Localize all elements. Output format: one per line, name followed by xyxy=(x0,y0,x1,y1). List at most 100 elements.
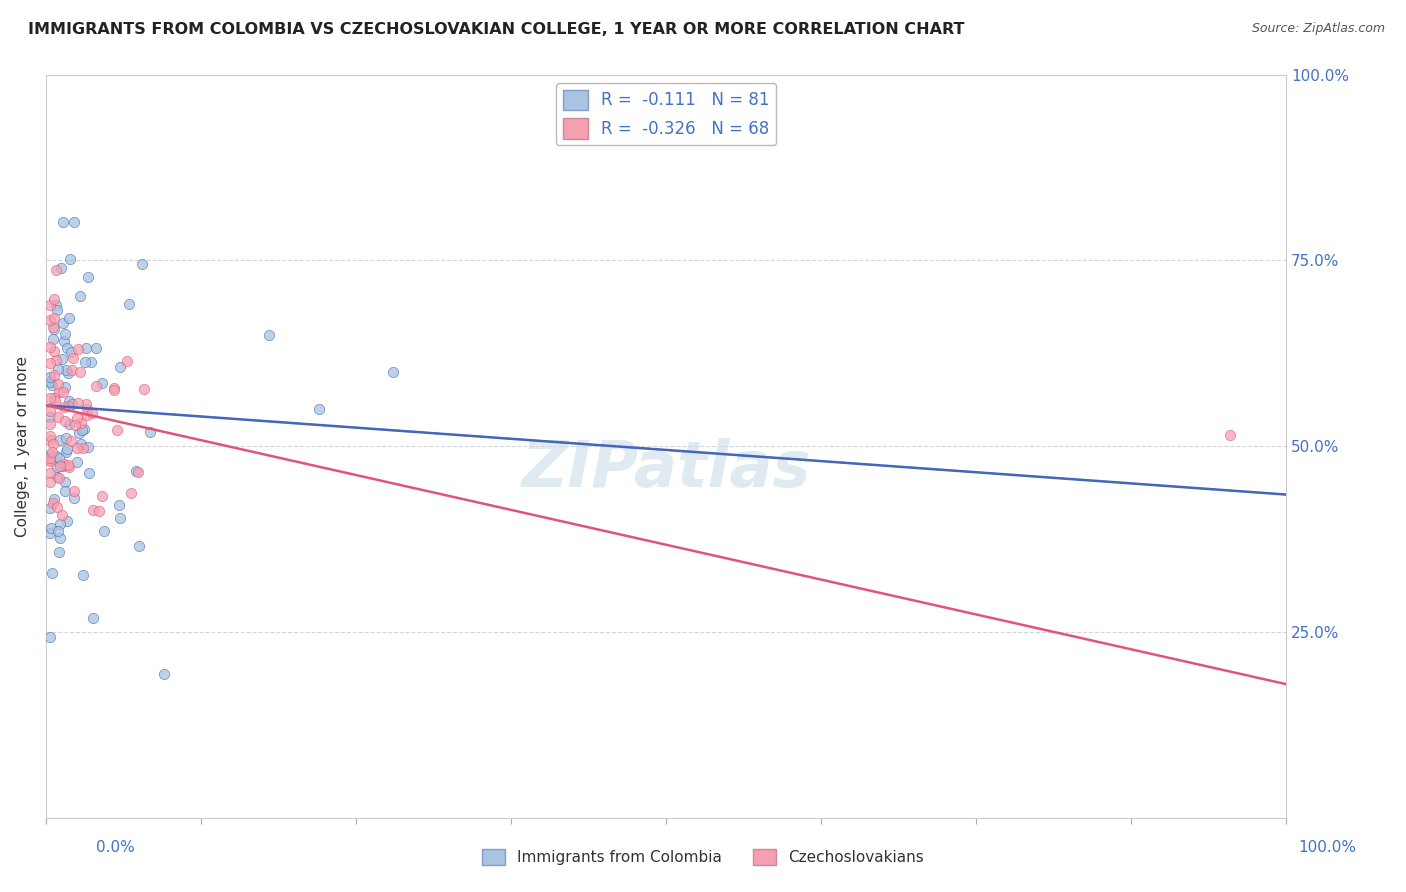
Point xyxy=(45,353,67,368)
Point xyxy=(91,376,114,390)
Point xyxy=(39,630,62,644)
Point xyxy=(127,466,149,480)
Point xyxy=(55,444,77,458)
Point xyxy=(49,532,72,546)
Point xyxy=(52,334,75,349)
Y-axis label: College, 1 year or more: College, 1 year or more xyxy=(15,356,30,537)
Point xyxy=(38,433,60,447)
Point xyxy=(53,326,76,341)
Point xyxy=(70,424,93,438)
Point xyxy=(63,417,86,432)
Point xyxy=(42,310,65,325)
Point xyxy=(45,500,67,515)
Point xyxy=(128,539,150,553)
Point xyxy=(38,313,60,327)
Point xyxy=(110,510,132,524)
Point xyxy=(257,327,280,342)
Point xyxy=(56,399,79,413)
Point xyxy=(41,377,63,392)
Point xyxy=(48,385,70,400)
Point xyxy=(49,459,72,474)
Point xyxy=(56,458,79,472)
Point xyxy=(38,501,60,516)
Point xyxy=(38,409,60,424)
Point xyxy=(38,467,60,481)
Legend: Immigrants from Colombia, Czechoslovakians: Immigrants from Colombia, Czechoslovakia… xyxy=(477,843,929,871)
Point xyxy=(42,332,65,346)
Point xyxy=(76,270,98,285)
Point xyxy=(53,475,76,489)
Point xyxy=(131,257,153,271)
Point xyxy=(132,382,155,396)
Point xyxy=(1219,428,1241,442)
Point xyxy=(382,365,405,379)
Point xyxy=(55,363,77,377)
Point xyxy=(38,298,60,312)
Point xyxy=(52,458,75,473)
Point xyxy=(60,434,83,448)
Point xyxy=(118,297,141,311)
Point xyxy=(45,449,67,463)
Point xyxy=(75,355,97,369)
Point xyxy=(73,422,96,436)
Point xyxy=(62,351,84,365)
Point xyxy=(49,433,72,447)
Point xyxy=(56,366,79,380)
Point xyxy=(46,524,69,539)
Point xyxy=(42,320,65,334)
Point xyxy=(39,340,62,354)
Point xyxy=(76,401,98,416)
Point xyxy=(42,322,65,336)
Point xyxy=(52,457,75,471)
Point xyxy=(45,470,67,484)
Point xyxy=(82,611,104,625)
Point xyxy=(63,484,86,499)
Point xyxy=(59,252,82,266)
Point xyxy=(46,362,69,376)
Point xyxy=(42,344,65,359)
Point xyxy=(60,397,83,411)
Point xyxy=(38,404,60,418)
Point xyxy=(51,352,73,367)
Point xyxy=(56,341,79,355)
Text: 100.0%: 100.0% xyxy=(1299,840,1357,855)
Point xyxy=(103,381,125,395)
Point xyxy=(42,451,65,466)
Point xyxy=(38,448,60,462)
Point xyxy=(82,502,104,516)
Point xyxy=(52,215,75,229)
Point xyxy=(41,445,63,459)
Point xyxy=(87,504,110,518)
Point xyxy=(67,426,90,441)
Point xyxy=(44,491,66,506)
Point xyxy=(53,380,76,394)
Point xyxy=(153,667,176,681)
Point xyxy=(38,417,60,432)
Point xyxy=(38,428,60,442)
Point xyxy=(103,383,125,397)
Point xyxy=(80,355,103,369)
Point xyxy=(45,263,67,277)
Point xyxy=(56,514,79,528)
Point xyxy=(67,342,90,356)
Point xyxy=(91,489,114,503)
Point xyxy=(69,365,91,379)
Point xyxy=(62,491,84,505)
Text: Source: ZipAtlas.com: Source: ZipAtlas.com xyxy=(1251,22,1385,36)
Point xyxy=(44,393,66,408)
Point xyxy=(58,310,80,325)
Point xyxy=(59,345,82,359)
Point xyxy=(69,289,91,303)
Point xyxy=(308,402,330,417)
Point xyxy=(86,341,108,355)
Text: ZIPatlas: ZIPatlas xyxy=(522,437,811,500)
Point xyxy=(72,568,94,582)
Point xyxy=(125,464,148,478)
Point xyxy=(66,410,89,425)
Point xyxy=(55,431,77,445)
Point xyxy=(42,293,65,307)
Point xyxy=(46,377,69,392)
Point xyxy=(48,471,70,485)
Legend: R =  -0.111   N = 81, R =  -0.326   N = 68: R = -0.111 N = 81, R = -0.326 N = 68 xyxy=(555,83,776,145)
Point xyxy=(39,451,62,466)
